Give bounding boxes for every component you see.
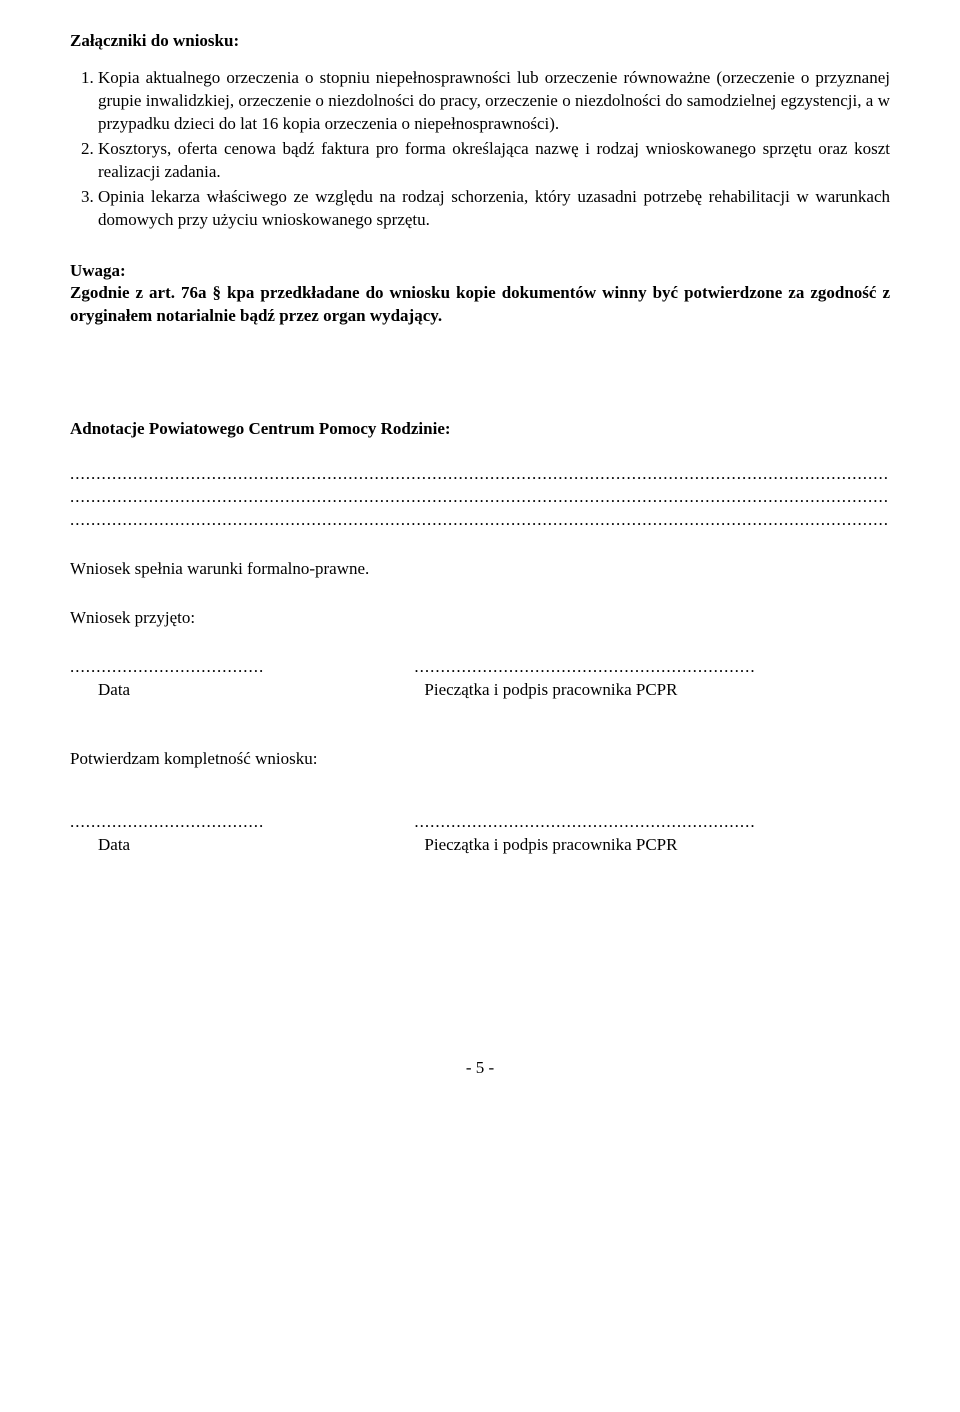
dotted-line: ........................................… bbox=[70, 463, 890, 486]
signature-row-1: ..................................... Da… bbox=[70, 656, 890, 702]
stamp-label: Pieczątka i podpis pracownika PCPR bbox=[414, 679, 890, 702]
note-label: Uwaga: bbox=[70, 260, 890, 283]
annotations-lines: ........................................… bbox=[70, 463, 890, 532]
attachment-item: Kosztorys, oferta cenowa bądź faktura pr… bbox=[98, 138, 890, 184]
note-block: Uwaga: Zgodnie z art. 76a § kpa przedkła… bbox=[70, 260, 890, 329]
attachment-item: Opinia lekarza właściwego ze względu na … bbox=[98, 186, 890, 232]
application-meets-conditions: Wniosek spełnia warunki formalno-prawne. bbox=[70, 558, 890, 581]
page-number: - 5 - bbox=[70, 1057, 890, 1080]
dotted-line: ........................................… bbox=[70, 486, 890, 509]
annotations-heading: Adnotacje Powiatowego Centrum Pomocy Rod… bbox=[70, 418, 890, 441]
signature-left: ..................................... Da… bbox=[70, 811, 332, 857]
signature-right: ........................................… bbox=[414, 656, 890, 702]
signature-right: ........................................… bbox=[414, 811, 890, 857]
date-label: Data bbox=[70, 679, 332, 702]
confirm-completeness-label: Potwierdzam kompletność wniosku: bbox=[70, 748, 890, 771]
application-accepted-label: Wniosek przyjęto: bbox=[70, 607, 890, 630]
attachments-list: Kopia aktualnego orzeczenia o stopniu ni… bbox=[70, 67, 890, 232]
dotted-line: ........................................… bbox=[414, 811, 890, 834]
attachment-item: Kopia aktualnego orzeczenia o stopniu ni… bbox=[98, 67, 890, 136]
dotted-line: ..................................... bbox=[70, 656, 332, 679]
stamp-label: Pieczątka i podpis pracownika PCPR bbox=[414, 834, 890, 857]
date-label: Data bbox=[70, 834, 332, 857]
signature-row-2: ..................................... Da… bbox=[70, 811, 890, 857]
dotted-line: ........................................… bbox=[70, 509, 890, 532]
note-text: Zgodnie z art. 76a § kpa przedkładane do… bbox=[70, 282, 890, 328]
dotted-line: ..................................... bbox=[70, 811, 332, 834]
signature-left: ..................................... Da… bbox=[70, 656, 332, 702]
attachments-heading: Załączniki do wniosku: bbox=[70, 30, 890, 53]
dotted-line: ........................................… bbox=[414, 656, 890, 679]
